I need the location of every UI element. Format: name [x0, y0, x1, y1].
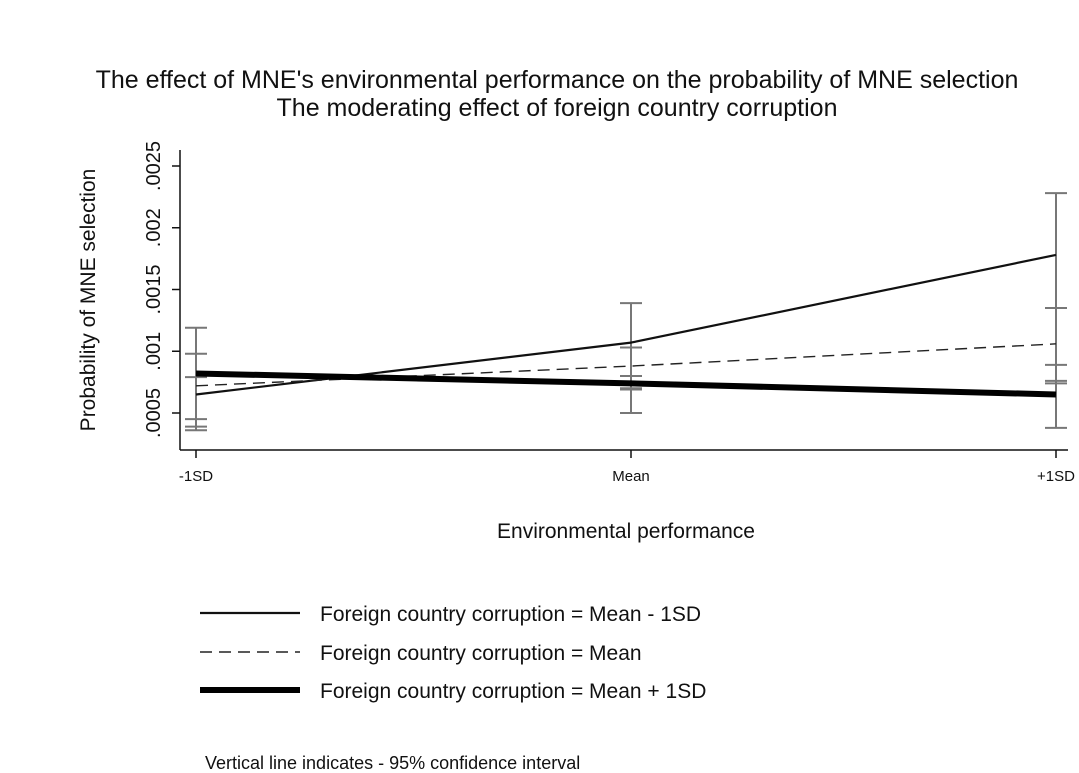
x-axis-title: Environmental performance — [497, 520, 755, 543]
y-tick-label: .001 — [143, 332, 165, 371]
legend-label-3: Foreign country corruption = Mean + 1SD — [320, 680, 706, 703]
y-tick-label: .0025 — [143, 141, 165, 191]
y-axis-title: Probability of MNE selection — [77, 169, 100, 432]
legend-label-1: Foreign country corruption = Mean - 1SD — [320, 603, 701, 626]
x-tick-label: +1SD — [1037, 468, 1075, 485]
x-tick-label: -1SD — [179, 468, 213, 485]
ci-bar — [1045, 363, 1067, 385]
y-tick-label: .002 — [143, 208, 165, 247]
x-tick-label: Mean — [612, 468, 650, 485]
y-tick-label: .0005 — [143, 388, 165, 438]
chart-note: Vertical line indicates - 95% confidence… — [205, 753, 580, 773]
series-line-3 — [195, 370, 1057, 398]
legend-label-2: Foreign country corruption = Mean — [320, 642, 642, 665]
legend: Foreign country corruption = Mean - 1SD F… — [200, 603, 706, 703]
axes: .0005 .001 .0015 .002 .0025 -1SD Mean +1SD — [143, 141, 1075, 485]
chart-title: The effect of MNE's environmental perfor… — [96, 66, 1019, 94]
y-tick-label: .0015 — [143, 264, 165, 314]
plot-area — [185, 192, 1067, 432]
chart-subtitle: The moderating effect of foreign country… — [277, 94, 838, 122]
